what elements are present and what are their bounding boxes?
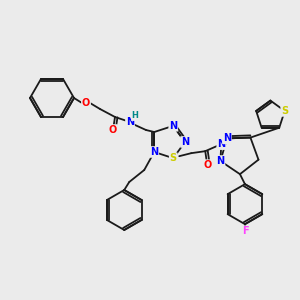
Text: S: S bbox=[281, 106, 288, 116]
Text: N: N bbox=[181, 137, 189, 147]
Text: N: N bbox=[126, 117, 134, 127]
Text: N: N bbox=[169, 121, 177, 131]
Text: S: S bbox=[170, 153, 177, 163]
Text: H: H bbox=[132, 112, 138, 121]
Text: O: O bbox=[203, 160, 212, 170]
Text: O: O bbox=[82, 98, 90, 108]
Text: O: O bbox=[109, 125, 117, 135]
Text: N: N bbox=[223, 134, 231, 143]
Text: N: N bbox=[150, 147, 158, 157]
Text: N: N bbox=[216, 156, 224, 166]
Text: F: F bbox=[242, 226, 248, 236]
Text: N: N bbox=[217, 139, 225, 149]
